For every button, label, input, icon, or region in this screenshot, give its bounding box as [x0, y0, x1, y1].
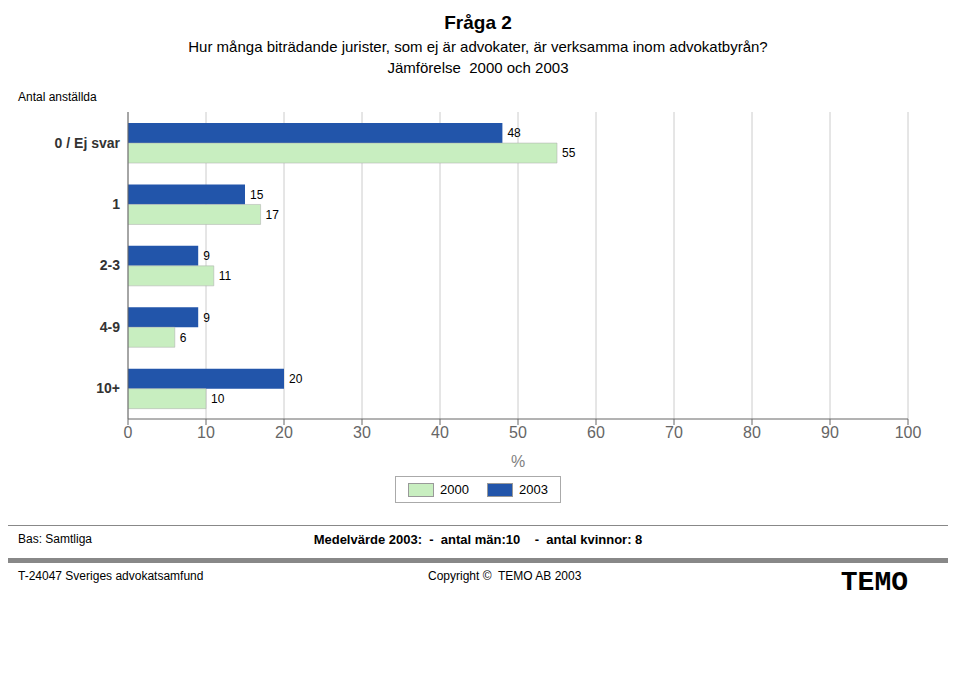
- html-text:TEMO: TEMO: [840, 567, 908, 598]
- svg-text:30: 30: [353, 424, 371, 441]
- svg-text:6: 6: [180, 331, 187, 345]
- svg-text:10+: 10+: [96, 380, 120, 396]
- svg-text:10: 10: [211, 392, 225, 406]
- svg-text:50: 50: [509, 424, 527, 441]
- svg-text:20: 20: [275, 424, 293, 441]
- svg-text:15: 15: [250, 188, 264, 202]
- svg-text:48: 48: [507, 126, 521, 140]
- svg-text:70: 70: [665, 424, 683, 441]
- svg-text:55: 55: [562, 146, 576, 160]
- html-text:Antal anställda: Antal anställda: [18, 90, 97, 104]
- svg-text:0 / Ej svar: 0 / Ej svar: [55, 135, 121, 151]
- svg-text:10: 10: [197, 424, 215, 441]
- svg-text:20: 20: [289, 372, 303, 386]
- svg-text:4-9: 4-9: [100, 319, 120, 335]
- html-text:T-24047 Sveriges advokatsamfun: T-24047 Sveriges advokatsamfund: [18, 569, 204, 583]
- html-text:2003: 2003: [519, 482, 548, 497]
- svg-text:11: 11: [219, 269, 232, 283]
- html-text:2000: 2000: [440, 482, 469, 497]
- html-text:Bas: Samtliga: Bas: Samtliga: [18, 532, 92, 546]
- html-text:Medelvärde 2003: - antal män:1: Medelvärde 2003: - antal män:10 - antal …: [313, 532, 643, 547]
- svg-text:0: 0: [124, 424, 133, 441]
- html-text:Hur många biträdande jurister,: Hur många biträdande jurister, som ej är…: [188, 38, 768, 55]
- svg-text:%: %: [511, 453, 525, 470]
- html-text:Copyright © TEMO AB 2003: Copyright © TEMO AB 2003: [428, 569, 582, 583]
- svg-text:1: 1: [112, 196, 120, 212]
- svg-text:9: 9: [203, 311, 210, 325]
- html-text:Jämförelse 2000 och 2003: Jämförelse 2000 och 2003: [387, 59, 569, 76]
- svg-text:80: 80: [743, 424, 761, 441]
- svg-text:60: 60: [587, 424, 605, 441]
- svg-text:40: 40: [431, 424, 449, 441]
- svg-text:9: 9: [203, 249, 210, 263]
- svg-text:17: 17: [266, 208, 280, 222]
- svg-text:90: 90: [821, 424, 839, 441]
- svg-text:100: 100: [895, 424, 922, 441]
- html-text:Fråga 2: Fråga 2: [444, 12, 512, 33]
- svg-text:2-3: 2-3: [100, 257, 120, 273]
